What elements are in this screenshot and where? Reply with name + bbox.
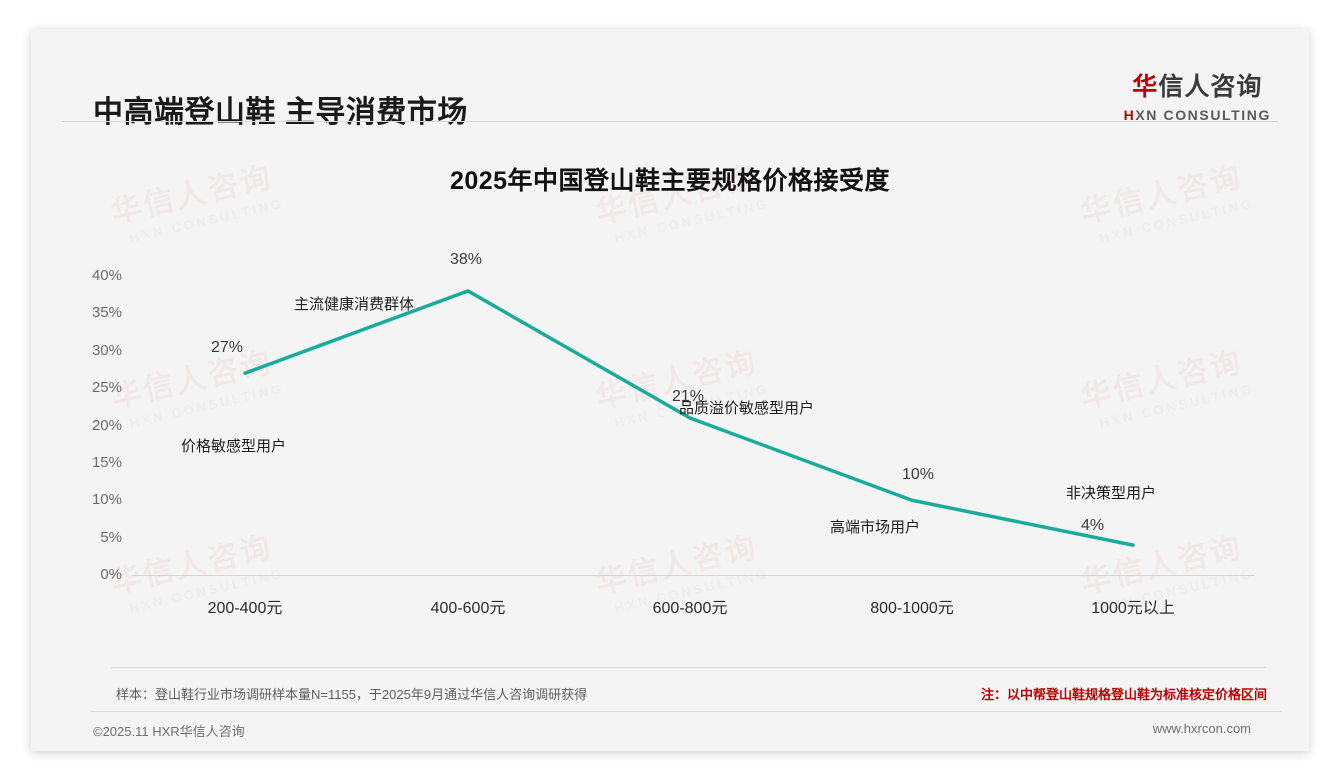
header-divider: [62, 121, 1278, 122]
footnote-divider-top: [111, 667, 1266, 668]
website-text: www.hxrcon.com: [1152, 721, 1251, 736]
y-tick-label: 25%: [91, 379, 122, 397]
x-tick-label: 800-1000元: [870, 600, 954, 617]
logo-en-rest: XN CONSULTING: [1135, 107, 1271, 123]
segment-annotation: 高端市场用户: [830, 519, 921, 536]
logo-english-text: HXN CONSULTING: [1124, 107, 1271, 123]
logo-en-red-char: H: [1123, 107, 1136, 123]
chart-title: 2025年中国登山鞋主要规格价格接受度: [449, 167, 891, 195]
footnote-divider-bottom: [91, 711, 1281, 712]
page-title: 中高端登山鞋 主导消费市场: [93, 96, 468, 129]
segment-annotation: 品质溢价敏感型用户: [679, 400, 815, 417]
company-logo: 华信人咨询 HXN CONSULTING: [1124, 67, 1271, 123]
y-tick-label: 5%: [100, 528, 122, 546]
y-tick-label: 0%: [100, 566, 122, 583]
y-tick-label: 10%: [91, 491, 122, 509]
slide-canvas: 华信人咨询 HXN CONSULTING 华信人咨询 HXN CONSULTING 华信…: [31, 29, 1309, 751]
data-label: 21%: [672, 388, 705, 406]
x-tick-label: 1000元以上: [1091, 600, 1175, 617]
x-tick-label: 200-400元: [207, 600, 283, 617]
data-label: 10%: [902, 466, 935, 484]
y-tick-label: 35%: [91, 304, 122, 322]
y-tick-label: 20%: [91, 416, 122, 434]
y-tick-label: 30%: [91, 341, 122, 359]
x-tick-label: 600-800元: [652, 600, 728, 617]
segment-annotation: 主流健康消费群体: [294, 296, 415, 313]
y-tick-label: 15%: [91, 453, 122, 471]
data-label: 4%: [1081, 517, 1105, 535]
red-note: 注：以中帮登山鞋规格登山鞋为标准核定价格区间: [980, 687, 1267, 702]
logo-cn-red-char: 华: [1132, 73, 1159, 101]
logo-cn-rest: 信人咨询: [1158, 73, 1263, 101]
data-label: 38%: [450, 250, 483, 268]
series-polyline: [243, 289, 1135, 547]
x-axis-line: [132, 575, 1255, 576]
segment-annotation: 非决策型用户: [1066, 485, 1157, 502]
line-chart-plot: 0% 5% 10% 15% 20% 25% 30% 35% 40% 27% 38% 21% 10% 4%…: [31, 29, 1309, 751]
segment-annotation: 价格敏感型用户: [181, 438, 287, 455]
series-line-svg: [243, 289, 1135, 547]
y-tick-label: 40%: [91, 267, 122, 284]
copyright-text: ©2025.11 HXR华信人咨询: [93, 724, 245, 739]
logo-chinese-text: 华信人咨询: [1124, 67, 1271, 103]
data-label: 27%: [211, 339, 244, 357]
x-tick-label: 400-600元: [430, 600, 506, 617]
sample-note: 样本：登山鞋行业市场调研样本量N=1155，于2025年9月通过华信人咨询调研获…: [116, 687, 588, 702]
slide-header: 中高端登山鞋 主导消费市场 华信人咨询 HXN CONSULTING: [31, 29, 1309, 129]
